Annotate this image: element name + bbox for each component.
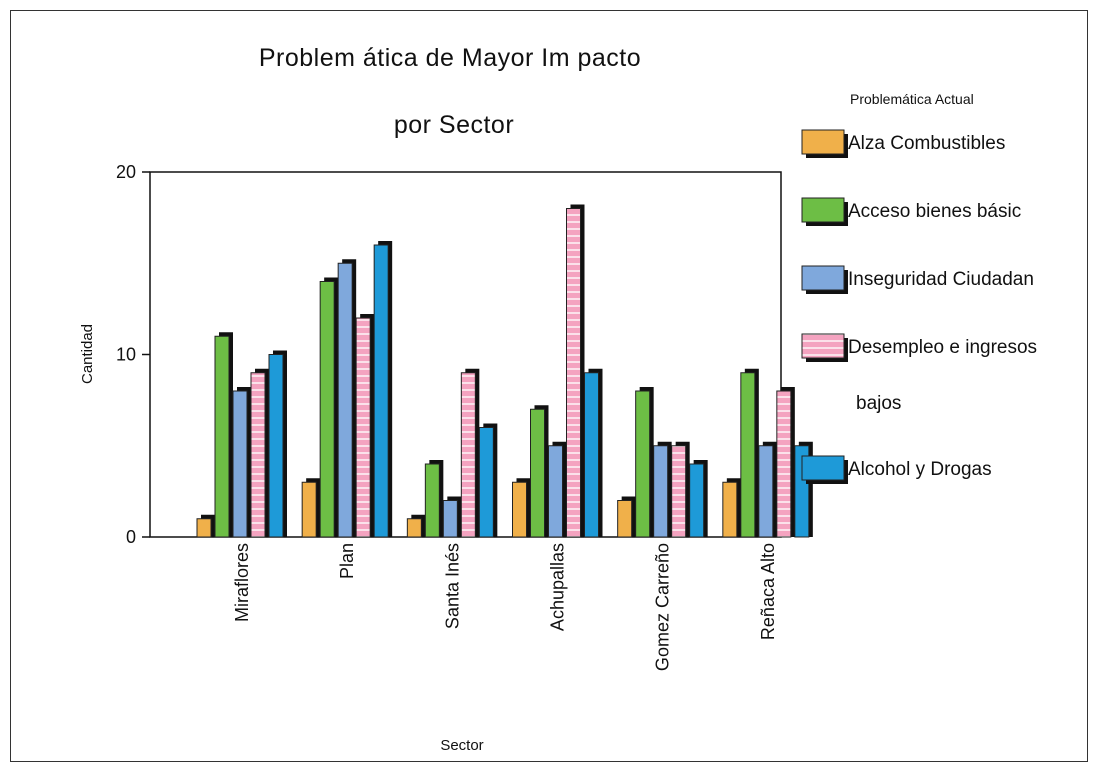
legend-title: Problemática Actual [850, 91, 974, 107]
legend-label: Acceso bienes básic [848, 201, 1021, 222]
bar [776, 390, 792, 538]
y-tick-label: 0 [126, 527, 136, 547]
y-axis-ticks: 0 10 20 [116, 162, 150, 547]
y-tick-label: 10 [116, 345, 136, 365]
bar [319, 281, 335, 538]
y-tick-label: 20 [116, 162, 136, 182]
bar [617, 500, 633, 538]
legend-swatch [801, 129, 845, 155]
bar [196, 518, 212, 538]
bar [566, 208, 581, 538]
x-category-label: Reñaca Alto [758, 543, 778, 640]
legend: Alza Combustibles Acceso bienes básic Inse… [801, 129, 1037, 484]
bar [530, 408, 545, 538]
bar [268, 354, 284, 538]
bar [355, 317, 371, 538]
bar [214, 335, 230, 538]
bar [406, 518, 422, 538]
y-axis-label: Cantidad [79, 324, 96, 384]
bar [442, 500, 458, 538]
bar [424, 463, 440, 538]
bar [758, 445, 774, 538]
bar [478, 427, 494, 538]
bar [337, 262, 353, 538]
bar [301, 481, 317, 538]
bar [653, 445, 669, 538]
chart-title-line-2: por Sector [394, 111, 514, 139]
bar [689, 463, 705, 538]
bar [232, 390, 248, 538]
x-category-label: Gomez Carreño [653, 543, 673, 671]
legend-label: Desempleo e ingresos [848, 337, 1037, 358]
legend-label: bajos [856, 393, 901, 414]
bar [671, 445, 687, 538]
x-category-label: Santa Inés [442, 543, 462, 629]
chart-title-line-1: Problem ática de Mayor Im pacto [259, 44, 641, 72]
legend-swatch [801, 333, 845, 359]
bar [548, 445, 563, 538]
bar [460, 372, 476, 538]
x-axis-label: Sector [440, 737, 483, 754]
x-category-label: Miraflores [232, 543, 252, 622]
bar [584, 372, 599, 538]
x-category-label: Plan [337, 543, 357, 579]
legend-label: Inseguridad Ciudadan [848, 269, 1034, 290]
legend-label: Alza Combustibles [848, 133, 1005, 154]
legend-swatch [801, 265, 845, 291]
bar [512, 481, 527, 538]
bar [722, 481, 738, 538]
bar [635, 390, 651, 538]
bar [250, 372, 266, 538]
plot-area [149, 171, 813, 538]
bar [373, 244, 389, 538]
x-axis-categories: Miraflores Plan Santa Inés Achupallas Gomez … [232, 543, 778, 671]
legend-swatch [801, 197, 845, 223]
legend-label: Alcohol y Drogas [848, 459, 992, 480]
x-category-label: Achupallas [548, 543, 568, 631]
bar [740, 372, 756, 538]
legend-swatch [801, 455, 845, 481]
